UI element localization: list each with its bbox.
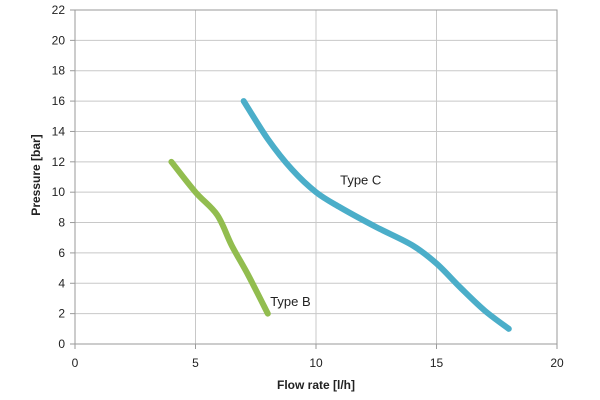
y-axis-ticks: 0 2 4 6 8 10 12 14 16 18 20 22 (52, 3, 75, 351)
x-tick-label: 20 (550, 356, 564, 370)
annotation-label: Type C (340, 173, 381, 188)
series-line-type-b (168, 158, 271, 317)
x-tick-label: 5 (192, 356, 199, 370)
y-tick-label: 22 (52, 3, 66, 17)
annotations: Type C Type B (270, 173, 381, 309)
y-tick-label: 6 (58, 246, 65, 260)
x-axis-label: Flow rate [l/h] (277, 378, 355, 392)
x-tick-label: 15 (430, 356, 444, 370)
x-tick-label: 10 (309, 356, 323, 370)
series-layer (168, 98, 512, 332)
y-tick-label: 14 (52, 124, 66, 138)
y-tick-label: 0 (58, 337, 65, 351)
y-tick-label: 4 (58, 276, 65, 290)
y-tick-label: 8 (58, 216, 65, 230)
y-tick-label: 20 (52, 33, 66, 47)
y-tick-label: 10 (52, 185, 66, 199)
y-tick-label: 16 (52, 94, 66, 108)
y-tick-label: 18 (52, 64, 66, 78)
y-tick-label: 12 (52, 155, 66, 169)
grid (74, 9, 558, 345)
x-axis-ticks: 0 5 10 15 20 (72, 344, 564, 370)
y-tick-label: 2 (58, 307, 65, 321)
series-line-type-c (240, 98, 512, 332)
annotation-label: Type B (270, 294, 310, 309)
y-axis-label: Pressure [bar] (29, 134, 43, 215)
x-tick-label: 0 (72, 356, 79, 370)
